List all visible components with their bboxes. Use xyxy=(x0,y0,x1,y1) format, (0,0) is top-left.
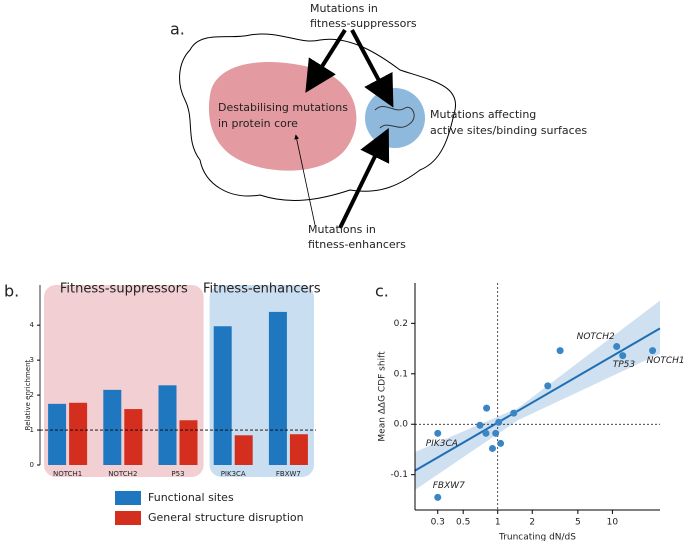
surface-outline xyxy=(374,105,415,129)
point xyxy=(544,382,552,390)
point xyxy=(476,421,484,429)
y-axis-label: Mean ΔΔG CDF shift xyxy=(378,351,388,442)
bar xyxy=(179,420,198,465)
point xyxy=(492,429,500,437)
point xyxy=(495,418,503,426)
arrow xyxy=(338,128,390,229)
y-tick-label: 0.0 xyxy=(394,420,409,430)
y-tick-label: 0 xyxy=(30,461,34,469)
y-tick-label: 2 xyxy=(30,391,34,399)
point xyxy=(619,352,627,360)
point xyxy=(488,444,496,452)
x-tick-label: NOTCH1 xyxy=(53,470,82,478)
point-label: NOTCH1 xyxy=(647,356,685,366)
arrow xyxy=(294,134,316,226)
y-tick-label: 0.2 xyxy=(394,319,408,329)
y-tick-label: 3 xyxy=(30,356,34,364)
bar xyxy=(48,403,67,465)
point-label: NOTCH2 xyxy=(577,332,615,342)
protein-outline xyxy=(179,33,456,201)
arrow xyxy=(305,28,347,93)
y-tick-label: 4 xyxy=(30,321,35,329)
group-title: Fitness-suppressors xyxy=(60,282,188,297)
x-axis-label: Truncating dN/dS xyxy=(498,533,576,541)
panel-label: a. xyxy=(170,20,185,39)
legend-swatch xyxy=(115,491,141,505)
fit-line xyxy=(414,327,661,472)
point xyxy=(434,429,442,437)
y-axis-label: Relative enrichment xyxy=(24,359,32,430)
point-label: FBXW7 xyxy=(433,481,465,491)
x-tick-label: 0.5 xyxy=(456,518,470,528)
arrow xyxy=(350,29,394,108)
y-tick-label: -0.1 xyxy=(390,470,408,480)
panel-label: c. xyxy=(375,282,389,301)
legend-label: General structure disruption xyxy=(148,511,304,524)
x-tick-label: P53 xyxy=(171,470,184,478)
bar xyxy=(213,326,232,465)
point xyxy=(556,347,564,355)
x-tick-label: NOTCH2 xyxy=(108,470,137,478)
confidence-band xyxy=(415,300,660,490)
bar xyxy=(103,389,122,465)
note: Mutations in xyxy=(310,2,378,15)
bar xyxy=(268,311,287,465)
note: Mutations affecting xyxy=(430,108,536,121)
point xyxy=(482,429,490,437)
x-tick-label: 2 xyxy=(529,518,535,528)
group-title: Fitness-enhancers xyxy=(203,282,321,297)
x-tick-label: FBXW7 xyxy=(276,470,301,478)
group-region xyxy=(209,285,314,477)
bar xyxy=(289,434,308,465)
note: fitness-enhancers xyxy=(308,238,406,251)
surface-region xyxy=(365,88,425,148)
point-label: TP53 xyxy=(613,360,636,370)
bar xyxy=(234,435,253,465)
point xyxy=(483,404,491,412)
point xyxy=(510,409,518,417)
note: in protein core xyxy=(218,117,298,130)
point xyxy=(613,343,621,351)
note: Mutations in xyxy=(308,223,376,236)
point xyxy=(497,439,505,447)
note: Destabilising mutations xyxy=(218,101,348,114)
point xyxy=(649,347,657,355)
bar xyxy=(69,402,88,465)
bar xyxy=(124,409,143,465)
legend-label: Functional sites xyxy=(148,491,234,504)
x-tick-label: 10 xyxy=(607,518,619,528)
y-tick-label: 0.1 xyxy=(394,369,408,379)
x-tick-label: 5 xyxy=(575,518,581,528)
bar xyxy=(158,385,177,465)
legend-swatch xyxy=(115,511,141,525)
x-tick-label: 0.3 xyxy=(431,518,445,528)
point-label: PIK3CA xyxy=(426,439,458,449)
y-tick-label: 1 xyxy=(30,426,34,434)
point xyxy=(434,493,442,501)
note: fitness-suppressors xyxy=(310,17,417,30)
panel-label: b. xyxy=(4,282,19,301)
note: active sites/binding surfaces xyxy=(430,124,587,137)
x-tick-label: PIK3CA xyxy=(221,470,246,478)
x-tick-label: 1 xyxy=(495,518,501,528)
